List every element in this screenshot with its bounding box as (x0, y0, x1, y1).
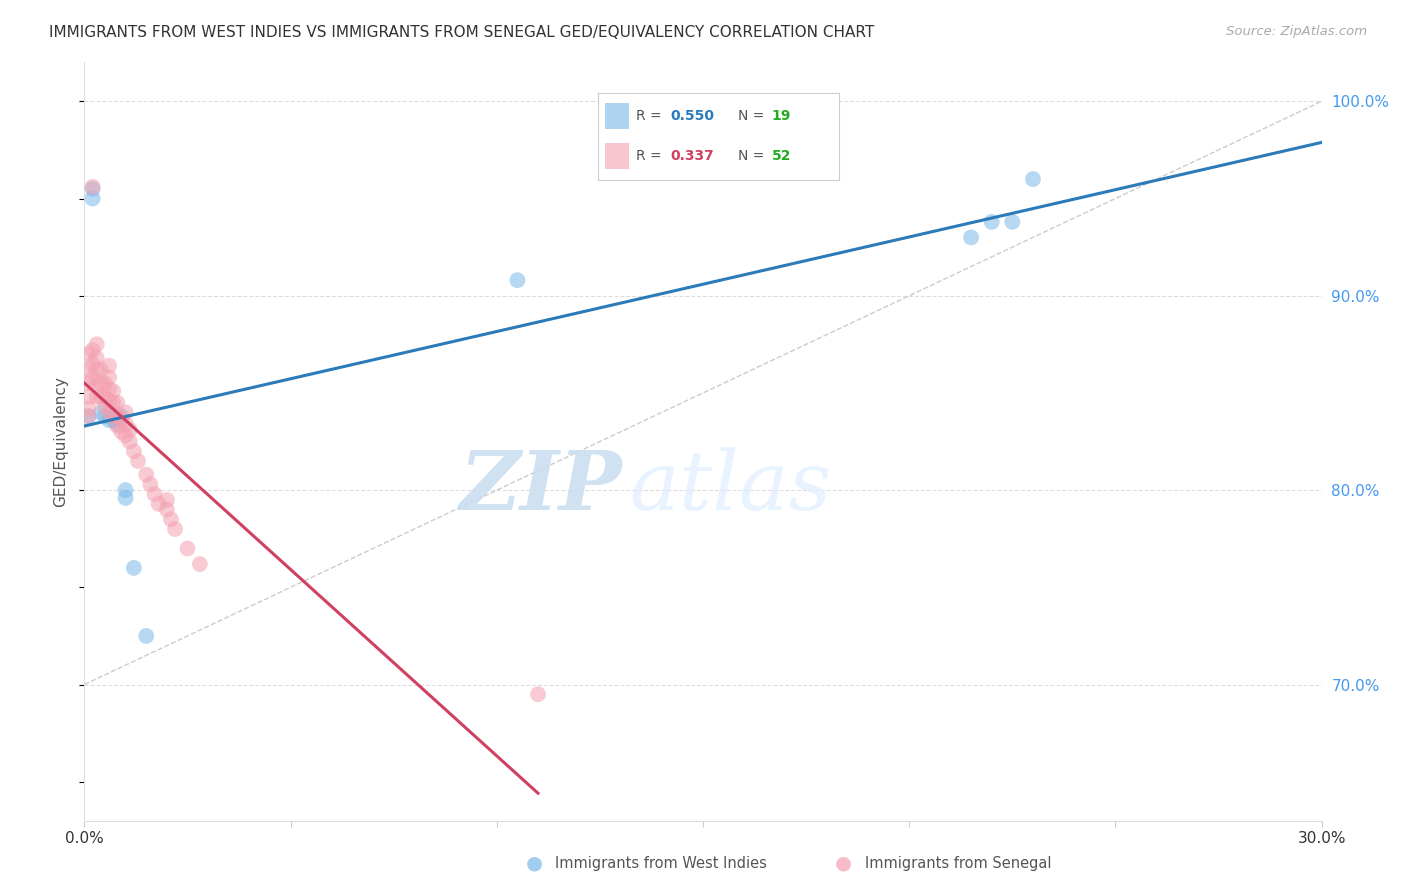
Point (160, 512, 183, 526)
Point (90, 362, 112, 376)
Point (103, 384, 125, 398)
Point (86, 351, 108, 365)
Text: ●: ● (526, 854, 543, 873)
Point (77, 401, 100, 416)
Point (118, 423, 141, 437)
Point (77, 409, 100, 424)
Point (110, 425, 132, 439)
Point (165, 522, 187, 536)
Point (156, 502, 179, 516)
Point (77, 409, 100, 424)
Point (90, 405, 112, 419)
Point (188, 557, 211, 571)
Point (77, 376, 100, 391)
Point (94, 400, 117, 414)
Point (103, 413, 125, 427)
Point (94, 390, 117, 404)
Point (82, 182, 104, 196)
Point (103, 409, 125, 424)
Text: IMMIGRANTS FROM WEST INDIES VS IMMIGRANTS FROM SENEGAL GED/EQUIVALENCY CORRELATI: IMMIGRANTS FROM WEST INDIES VS IMMIGRANT… (49, 25, 875, 40)
Point (77, 390, 100, 404)
Text: ZIP: ZIP (460, 447, 623, 527)
Point (135, 467, 157, 482)
Point (86, 362, 108, 376)
Point (90, 376, 112, 391)
Text: ●: ● (835, 854, 852, 873)
Point (114, 417, 136, 431)
Point (506, 273, 529, 287)
Text: atlas: atlas (628, 447, 831, 527)
Text: Immigrants from West Indies: Immigrants from West Indies (555, 856, 768, 871)
Point (105, 417, 128, 431)
Point (1022, 172, 1045, 186)
Point (94, 376, 117, 391)
Point (98, 413, 121, 427)
Point (114, 428, 136, 442)
Point (86, 337, 108, 351)
Point (118, 434, 141, 449)
Point (127, 454, 149, 468)
Point (82, 179, 104, 194)
Point (176, 541, 198, 556)
Point (105, 407, 128, 421)
Point (114, 483, 136, 497)
Point (82, 370, 104, 384)
Point (156, 492, 179, 507)
Point (139, 477, 162, 491)
Point (122, 444, 145, 458)
Point (122, 561, 145, 575)
Point (82, 343, 104, 358)
Point (103, 409, 125, 424)
Point (110, 409, 132, 424)
Point (1001, 215, 1024, 229)
Text: Immigrants from Senegal: Immigrants from Senegal (865, 856, 1052, 871)
Point (86, 376, 108, 391)
Point (90, 390, 112, 404)
Point (103, 395, 125, 409)
Point (960, 230, 983, 244)
Point (94, 409, 117, 424)
Point (148, 497, 170, 511)
Point (98, 370, 121, 384)
Y-axis label: GED/Equivalency: GED/Equivalency (53, 376, 69, 507)
Point (135, 629, 157, 643)
Point (105, 419, 128, 434)
Point (98, 382, 121, 396)
Point (114, 405, 136, 419)
Point (77, 347, 100, 361)
Point (114, 491, 136, 505)
Point (98, 359, 121, 373)
Point (82, 357, 104, 371)
Text: Source: ZipAtlas.com: Source: ZipAtlas.com (1226, 25, 1367, 38)
Point (98, 393, 121, 408)
Point (77, 362, 100, 376)
Point (86, 390, 108, 404)
Point (98, 405, 121, 419)
Point (980, 215, 1002, 229)
Point (110, 413, 132, 427)
Point (143, 487, 166, 501)
Point (82, 192, 104, 206)
Point (105, 395, 128, 409)
Point (527, 687, 550, 701)
